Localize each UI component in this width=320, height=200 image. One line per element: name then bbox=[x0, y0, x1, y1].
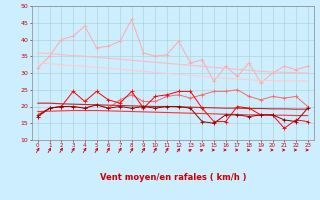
Text: Vent moyen/en rafales ( km/h ): Vent moyen/en rafales ( km/h ) bbox=[100, 173, 246, 182]
